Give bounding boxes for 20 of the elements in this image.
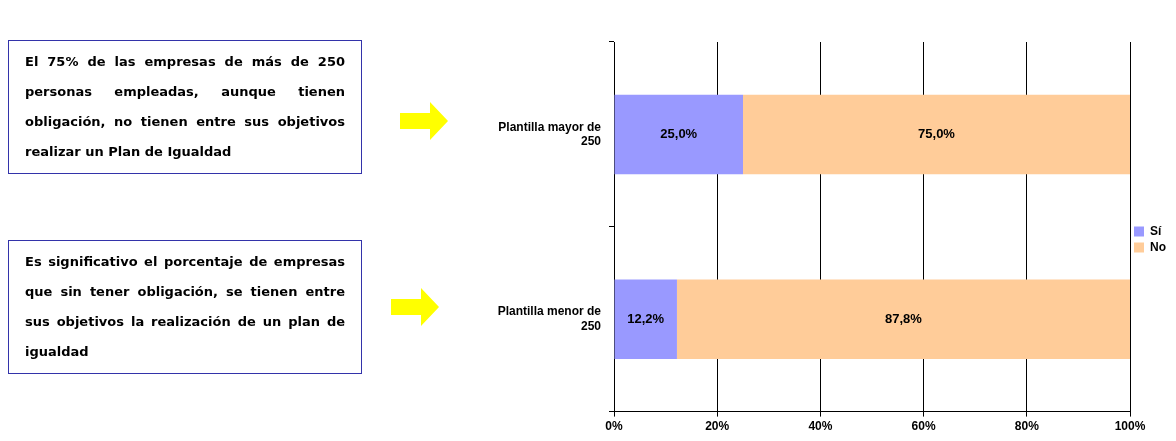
data-label: 87,8% bbox=[885, 310, 923, 326]
data-label: 12,2% bbox=[627, 310, 665, 326]
data-label: 75,0% bbox=[918, 125, 956, 141]
x-tick-label: 60% bbox=[911, 419, 936, 434]
text: El 75% de las empresas de más de 250 personas empleadas, aunque tienen obligación, no tienen entre sus objetivos realizar un Plan de Igualdad bbox=[8, 40, 362, 174]
y-tick-label: Plantilla menor de 250 bbox=[497, 304, 602, 333]
x-tick-label: 40% bbox=[808, 419, 833, 434]
bar bbox=[743, 94, 1130, 175]
legend-label: Sí bbox=[1150, 223, 1163, 238]
bar bbox=[614, 94, 743, 175]
bar bbox=[676, 279, 1130, 359]
x-tick-label: 0% bbox=[605, 419, 623, 434]
legend-label: No bbox=[1150, 239, 1166, 254]
x-tick-label: 20% bbox=[705, 419, 730, 434]
x-tick-label: 80% bbox=[1014, 419, 1040, 434]
x-tick-label: 100% bbox=[1114, 419, 1146, 434]
bar bbox=[614, 279, 677, 359]
data-label: 25,0% bbox=[660, 125, 698, 141]
text: Es significativo el porcentaje de empresas que sin tener obligación, se tienen entre sus objetivos la realización de un plan de igualdad bbox=[8, 240, 362, 374]
y-tick-label: Plantilla mayor de 250 bbox=[498, 119, 602, 148]
